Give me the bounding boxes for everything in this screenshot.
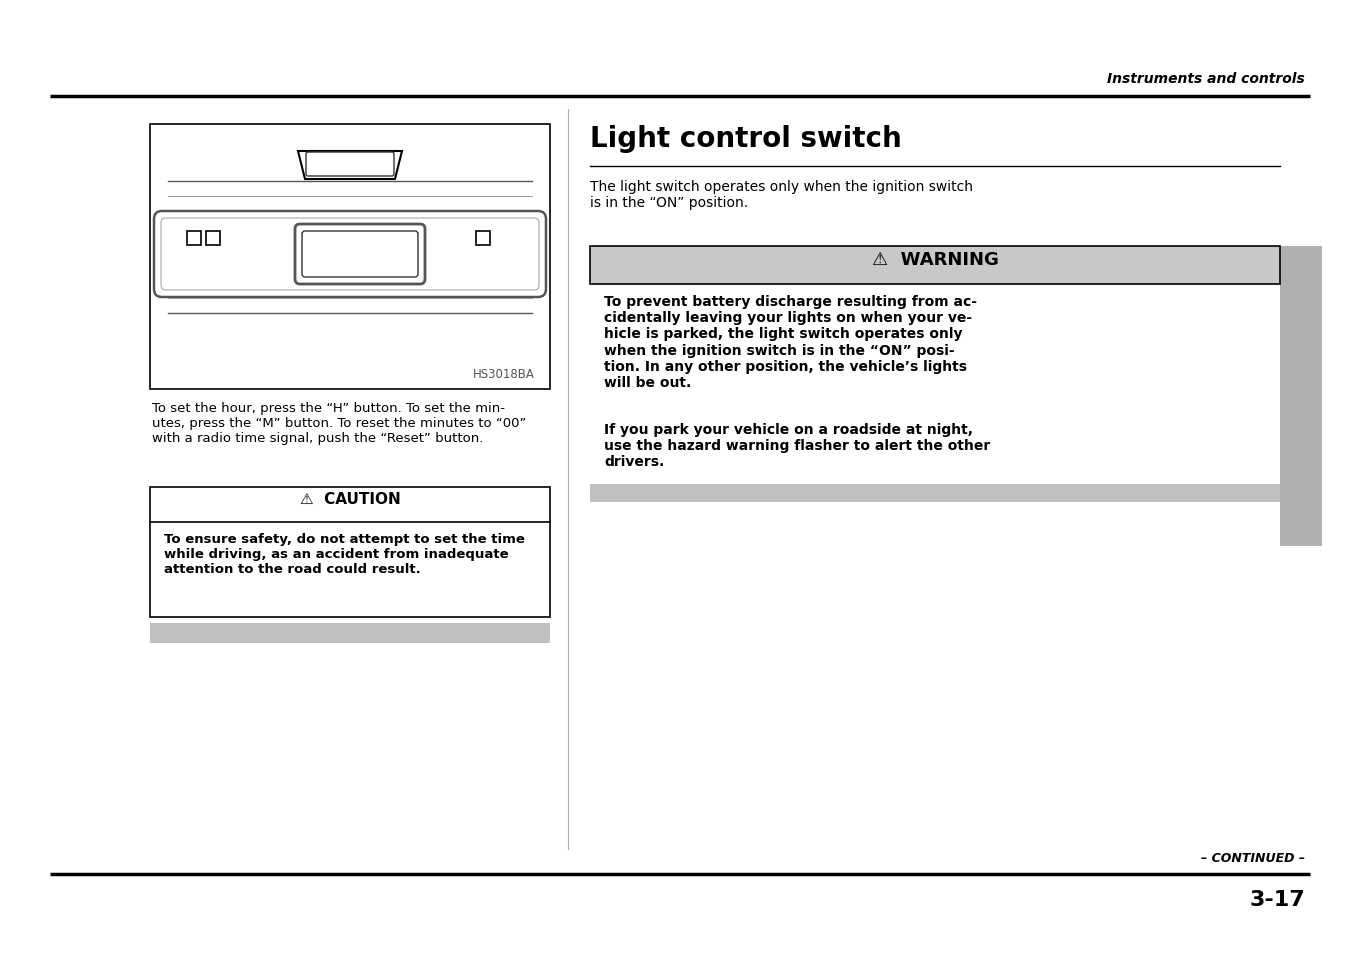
Text: If you park your vehicle on a roadside at night,
use the hazard warning flasher : If you park your vehicle on a roadside a… xyxy=(604,422,990,469)
Text: Instruments and controls: Instruments and controls xyxy=(1107,71,1305,86)
Bar xyxy=(589,484,1280,502)
Text: To ensure safety, do not attempt to set the time
while driving, as an accident f: To ensure safety, do not attempt to set … xyxy=(164,533,525,576)
Text: 3-17: 3-17 xyxy=(1249,889,1305,909)
FancyBboxPatch shape xyxy=(295,225,425,285)
Text: ⚠  WARNING: ⚠ WARNING xyxy=(872,251,998,269)
Text: To set the hour, press the “H” button. To set the min-
utes, press the “M” butto: To set the hour, press the “H” button. T… xyxy=(151,401,526,444)
Text: ⚠  CAUTION: ⚠ CAUTION xyxy=(300,492,400,506)
FancyBboxPatch shape xyxy=(301,232,418,277)
Bar xyxy=(187,232,201,246)
FancyBboxPatch shape xyxy=(154,212,546,297)
Bar xyxy=(150,125,550,390)
Bar xyxy=(206,232,220,246)
Text: RESET: RESET xyxy=(492,232,525,242)
Bar xyxy=(589,247,1280,285)
FancyBboxPatch shape xyxy=(161,219,539,291)
Text: To prevent battery discharge resulting from ac-
cidentally leaving your lights o: To prevent battery discharge resulting f… xyxy=(604,294,977,390)
Bar xyxy=(476,232,489,246)
Text: HS3018BA: HS3018BA xyxy=(473,368,535,380)
Bar xyxy=(150,488,550,618)
Bar xyxy=(150,623,550,643)
Polygon shape xyxy=(297,152,402,180)
Text: M: M xyxy=(222,232,231,242)
Text: H: H xyxy=(176,232,184,242)
Bar xyxy=(1280,247,1322,546)
Text: – CONTINUED –: – CONTINUED – xyxy=(1201,851,1305,864)
Text: The light switch operates only when the ignition switch
is in the “ON” position.: The light switch operates only when the … xyxy=(589,180,973,210)
Text: Light control switch: Light control switch xyxy=(589,125,902,152)
FancyBboxPatch shape xyxy=(306,152,393,177)
